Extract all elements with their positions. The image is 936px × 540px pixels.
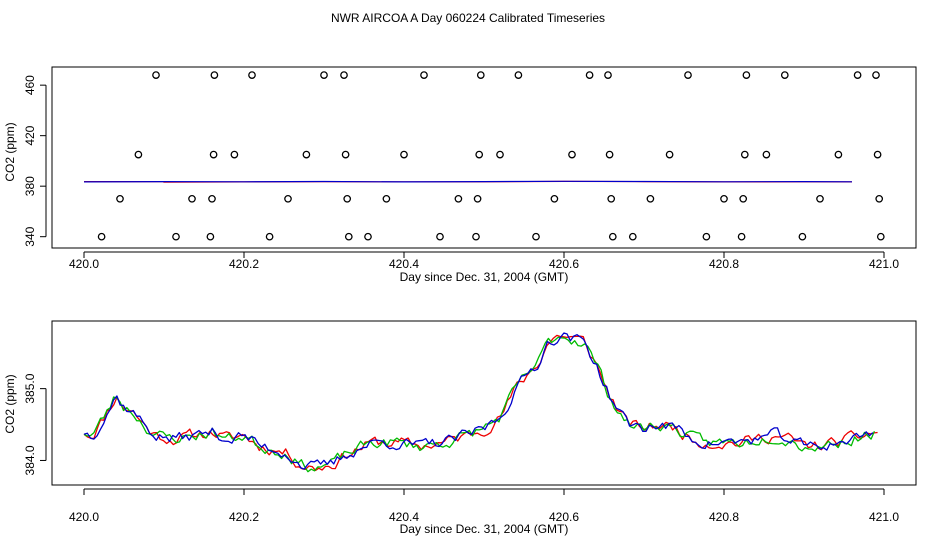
top-series-blue-line	[83, 180, 853, 183]
calibration-point	[568, 150, 576, 159]
top-y-axis: 340 380 420 460	[23, 75, 47, 247]
calibration-point	[607, 194, 616, 203]
calibration-point	[302, 150, 311, 159]
top-x-tick-label: 420.6	[549, 257, 579, 271]
calibration-point	[875, 194, 884, 203]
calibration-point	[876, 232, 885, 241]
calibration-point	[206, 232, 215, 241]
calibration-point	[798, 232, 807, 241]
bottom-x-axis-label: Day since Dec. 31, 2004 (GMT)	[400, 522, 569, 536]
calibration-point	[684, 71, 692, 79]
bottom-x-tick-label: 420.8	[709, 510, 739, 524]
calibration-point	[605, 150, 614, 159]
calibration-point	[496, 150, 504, 159]
calibration-point	[343, 194, 352, 203]
top-x-tick-label: 421.0	[869, 257, 899, 271]
calibration-point	[97, 232, 106, 241]
calibration-point	[628, 232, 637, 241]
calibration-point	[116, 194, 124, 203]
bottom-y-axis-label: CO2 (ppm)	[3, 374, 17, 433]
calibration-point	[646, 194, 655, 203]
calibration-point	[344, 232, 353, 241]
bottom-series-green-line	[83, 336, 875, 473]
calibration-point	[702, 232, 711, 241]
calibration-point	[436, 232, 444, 241]
calibration-point	[608, 232, 617, 241]
top-panel: 420.0 420.2 420.4 420.6 420.8 421.0 340 380 420…	[3, 66, 917, 284]
calibration-point	[382, 194, 391, 203]
top-plot-frame	[51, 66, 917, 249]
bottom-x-tick-label: 420.0	[69, 510, 99, 524]
bottom-y-tick-label: 384.0	[23, 445, 37, 475]
calibration-point	[248, 71, 256, 79]
bottom-series-blue-line	[83, 332, 874, 470]
figure-title: NWR AIRCOA A Day 060224 Calibrated Times…	[331, 11, 605, 25]
top-x-axis-label: Day since Dec. 31, 2004 (GMT)	[400, 270, 569, 284]
calibration-point	[475, 150, 484, 159]
calibration-point	[209, 150, 218, 159]
calibration-point	[740, 150, 749, 159]
calibration-point	[739, 194, 748, 203]
calibration-point	[172, 232, 180, 241]
calibration-point	[284, 194, 292, 203]
calibration-point	[364, 232, 372, 241]
calibration-point	[265, 232, 274, 241]
bottom-x-tick-label: 420.2	[229, 510, 259, 524]
calibration-point	[585, 71, 594, 79]
calibration-point	[873, 150, 882, 159]
calibration-point	[473, 194, 482, 203]
calibration-point	[188, 194, 196, 203]
calibration-point	[532, 232, 540, 241]
calibration-point	[341, 150, 350, 159]
calibration-point	[454, 194, 463, 203]
top-x-tick-label: 420.8	[709, 257, 739, 271]
calibration-point	[230, 150, 239, 159]
calibration-point	[550, 194, 559, 203]
calibration-point	[340, 71, 348, 79]
calibration-point	[834, 150, 843, 159]
bottom-x-tick-label: 421.0	[869, 510, 899, 524]
top-y-tick-label: 460	[23, 75, 37, 95]
calibration-point	[208, 194, 216, 203]
bottom-x-tick-label: 420.6	[549, 510, 579, 524]
calibration-point	[720, 194, 728, 203]
calibration-point	[476, 71, 485, 79]
calibration-point	[737, 232, 746, 241]
calibration-point	[320, 71, 328, 79]
calibration-point	[780, 71, 789, 79]
bottom-series-group	[83, 332, 878, 473]
top-y-axis-label: CO2 (ppm)	[3, 122, 17, 181]
calibration-point	[210, 71, 219, 79]
calibration-point	[134, 150, 143, 159]
top-x-tick-label: 420.4	[389, 257, 419, 271]
calibration-point	[514, 71, 523, 79]
calibration-point	[420, 71, 428, 79]
calibration-point	[853, 71, 862, 79]
calibration-point	[872, 71, 880, 79]
calibration-point	[400, 150, 408, 159]
calibration-point	[762, 150, 771, 159]
top-y-tick-label: 420	[23, 125, 37, 145]
top-y-tick-label: 380	[23, 176, 37, 196]
bottom-x-tick-label: 420.4	[389, 510, 419, 524]
bottom-series-red-line	[83, 334, 878, 472]
top-points-group	[97, 71, 885, 241]
bottom-plot-frame	[51, 320, 917, 486]
top-x-tick-label: 420.0	[69, 257, 99, 271]
top-y-tick-label: 340	[23, 226, 37, 246]
calibration-point	[472, 232, 480, 241]
bottom-y-axis: 384.0 385.0	[23, 373, 47, 475]
bottom-panel: 420.0 420.2 420.4 420.6 420.8 421.0 384.0 385.…	[3, 320, 917, 536]
top-x-tick-label: 420.2	[229, 257, 259, 271]
calibration-point	[742, 71, 751, 79]
calibration-point	[152, 71, 160, 79]
bottom-x-axis: 420.0 420.2 420.4 420.6 420.8 421.0	[69, 488, 899, 524]
bottom-y-tick-label: 385.0	[23, 373, 37, 403]
top-x-axis: 420.0 420.2 420.4 420.6 420.8 421.0	[69, 251, 899, 271]
calibration-point	[604, 71, 612, 79]
top-series-group	[83, 180, 853, 183]
calibration-point	[816, 194, 824, 203]
calibration-point	[665, 150, 674, 159]
